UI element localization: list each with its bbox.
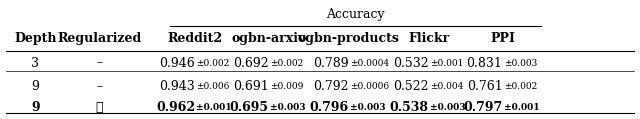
Text: 9: 9 xyxy=(31,101,40,114)
Text: ±0.006: ±0.006 xyxy=(196,82,230,91)
Text: ✓: ✓ xyxy=(95,101,103,114)
Text: ±0.0004: ±0.0004 xyxy=(350,59,389,68)
Text: Flickr: Flickr xyxy=(408,32,449,45)
Text: 0.831: 0.831 xyxy=(467,57,502,70)
Text: Depth: Depth xyxy=(14,32,56,45)
Text: ogbn-products: ogbn-products xyxy=(298,32,400,45)
Text: ±0.0006: ±0.0006 xyxy=(350,82,389,91)
Text: ±0.003: ±0.003 xyxy=(430,103,466,112)
Text: Regularized: Regularized xyxy=(57,32,141,45)
Text: Reddit2: Reddit2 xyxy=(168,32,223,45)
Text: PPI: PPI xyxy=(490,32,515,45)
Text: 0.692: 0.692 xyxy=(233,57,269,70)
Text: ±0.002: ±0.002 xyxy=(196,59,230,68)
Text: 0.943: 0.943 xyxy=(159,80,195,93)
Text: 0.792: 0.792 xyxy=(314,80,349,93)
Text: ±0.003: ±0.003 xyxy=(350,103,386,112)
Text: ±0.001: ±0.001 xyxy=(196,103,232,112)
Text: –: – xyxy=(96,80,102,93)
Text: ±0.002: ±0.002 xyxy=(270,59,303,68)
Text: 0.962: 0.962 xyxy=(156,101,195,114)
Text: 3: 3 xyxy=(31,57,39,70)
Text: 0.796: 0.796 xyxy=(310,101,349,114)
Text: 0.532: 0.532 xyxy=(393,57,429,70)
Text: 0.946: 0.946 xyxy=(159,57,195,70)
Text: –: – xyxy=(96,57,102,70)
Text: ±0.002: ±0.002 xyxy=(504,82,537,91)
Text: 0.761: 0.761 xyxy=(467,80,502,93)
Text: ±0.001: ±0.001 xyxy=(504,103,540,112)
Text: ±0.004: ±0.004 xyxy=(430,82,463,91)
Text: 0.695: 0.695 xyxy=(230,101,269,114)
Text: 0.797: 0.797 xyxy=(463,101,502,114)
Text: ogbn-arxiv: ogbn-arxiv xyxy=(232,32,306,45)
Text: ±0.003: ±0.003 xyxy=(504,59,537,68)
Text: ±0.001: ±0.001 xyxy=(430,59,463,68)
Text: 0.522: 0.522 xyxy=(394,80,429,93)
Text: Accuracy: Accuracy xyxy=(326,8,385,21)
Text: 0.691: 0.691 xyxy=(233,80,269,93)
Text: ±0.009: ±0.009 xyxy=(270,82,303,91)
Text: 0.789: 0.789 xyxy=(313,57,349,70)
Text: 0.538: 0.538 xyxy=(390,101,429,114)
Text: ±0.003: ±0.003 xyxy=(270,103,306,112)
Text: 9: 9 xyxy=(31,80,39,93)
